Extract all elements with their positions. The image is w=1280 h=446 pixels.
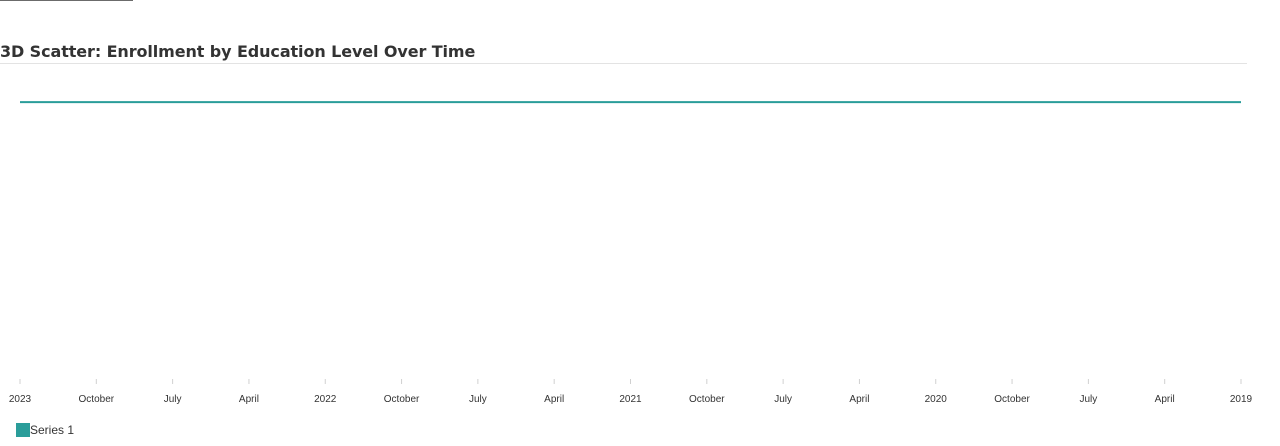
x-axis: 2023 October July April 2022 October July April… (9, 379, 1253, 405)
x-tick-label: April (1155, 394, 1175, 405)
plot-area: 2023 October July April 2022 October July April… (9, 101, 1253, 405)
x-tick-label: 2022 (314, 394, 337, 405)
title-divider (0, 63, 1247, 64)
x-tick-label: 2021 (619, 394, 642, 405)
x-tick-label: October (384, 394, 420, 405)
legend-swatch (16, 423, 30, 437)
x-tick-label: 2019 (1230, 394, 1253, 405)
x-tick-label: April (849, 394, 869, 405)
x-tick-label: July (1079, 394, 1097, 405)
legend-label: Series 1 (30, 423, 75, 437)
x-tick-label: October (994, 394, 1030, 405)
x-tick-label: October (689, 394, 725, 405)
x-tick-label: April (239, 394, 259, 405)
x-tick-label: July (774, 394, 792, 405)
chart-title: 3D Scatter: Enrollment by Education Leve… (0, 42, 476, 61)
top-rule (0, 0, 133, 1)
x-tick-label: July (469, 394, 487, 405)
legend: Series 1 (16, 422, 74, 438)
x-tick-label: July (164, 394, 182, 405)
x-tick-label: April (544, 394, 564, 405)
x-tick-label: 2023 (9, 394, 32, 405)
x-tick-label: October (79, 394, 115, 405)
x-tick-label: 2020 (925, 394, 948, 405)
